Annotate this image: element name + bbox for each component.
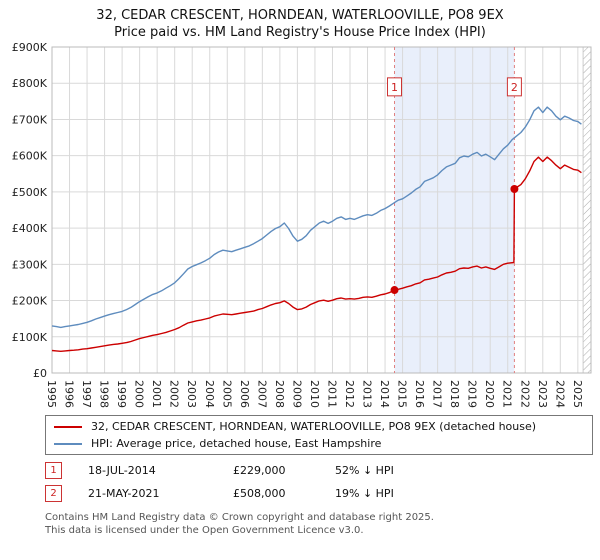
svg-text:£400K: £400K	[12, 222, 48, 235]
svg-text:2018: 2018	[448, 380, 461, 408]
svg-text:2011: 2011	[325, 380, 338, 408]
copyright-footer: Contains HM Land Registry data © Crown c…	[45, 511, 593, 537]
svg-text:2013: 2013	[361, 380, 374, 408]
svg-text:2020: 2020	[483, 380, 496, 408]
svg-text:2024: 2024	[553, 380, 566, 408]
svg-text:2009: 2009	[290, 380, 303, 408]
svg-text:£500K: £500K	[12, 186, 48, 199]
price-paid-line-swatch	[54, 425, 82, 428]
svg-text:2: 2	[511, 81, 518, 94]
svg-text:1: 1	[391, 81, 398, 94]
svg-text:2014: 2014	[378, 380, 391, 408]
svg-text:£300K: £300K	[12, 258, 48, 271]
svg-text:2002: 2002	[168, 380, 181, 408]
svg-text:£600K: £600K	[12, 150, 48, 163]
sale-2-price: £508,000	[233, 487, 286, 500]
svg-text:2005: 2005	[220, 380, 233, 408]
footer-line-1: Contains HM Land Registry data © Crown c…	[45, 512, 434, 523]
sale-1-price: £229,000	[233, 464, 286, 477]
svg-text:2021: 2021	[501, 380, 514, 408]
sale-annotation-1: 1 18-JUL-2014 £229,000 52% ↓ HPI	[45, 462, 593, 479]
svg-text:2007: 2007	[255, 380, 268, 408]
legend-label-price-paid: 32, CEDAR CRESCENT, HORNDEAN, WATERLOOVI…	[91, 420, 537, 433]
footer-line-2: This data is licensed under the Open Gov…	[45, 525, 364, 536]
legend-label-hpi: HPI: Average price, detached house, East…	[91, 437, 382, 450]
svg-text:£0: £0	[33, 367, 47, 380]
hpi-line-swatch	[54, 442, 82, 445]
svg-text:1995: 1995	[45, 380, 58, 408]
sale-annotations: 1 18-JUL-2014 £229,000 52% ↓ HPI 2 21-MA…	[45, 462, 593, 502]
svg-text:£900K: £900K	[12, 41, 48, 54]
svg-text:£700K: £700K	[12, 113, 48, 126]
chart-titles: 32, CEDAR CRESCENT, HORNDEAN, WATERLOOVI…	[0, 0, 600, 41]
svg-text:2023: 2023	[536, 380, 549, 408]
svg-text:2003: 2003	[185, 380, 198, 408]
svg-text:1999: 1999	[115, 380, 128, 408]
svg-text:2010: 2010	[308, 380, 321, 408]
sale-annotation-2: 2 21-MAY-2021 £508,000 19% ↓ HPI	[45, 485, 593, 502]
sale-2-marker-badge: 2	[45, 485, 62, 502]
svg-text:2006: 2006	[238, 380, 251, 408]
chart-legend: 32, CEDAR CRESCENT, HORNDEAN, WATERLOOVI…	[45, 415, 593, 455]
svg-text:£200K: £200K	[12, 295, 48, 308]
price-chart: 1 2 £0 £100K £200K £300K £400K £500K £600K £700K £…	[12, 41, 592, 408]
page-subtitle: Price paid vs. HM Land Registry's House …	[114, 25, 486, 40]
sale-2-date: 21-MAY-2021	[88, 487, 160, 500]
sale-1-marker-badge: 1	[45, 462, 62, 479]
svg-text:2025: 2025	[571, 380, 584, 408]
sale-1-vs-hpi: 52% ↓ HPI	[335, 464, 394, 477]
svg-text:2008: 2008	[273, 380, 286, 408]
svg-text:2019: 2019	[466, 380, 479, 408]
sale-1-date: 18-JUL-2014	[88, 464, 156, 477]
svg-text:£100K: £100K	[12, 331, 48, 344]
sale-2-vs-hpi: 19% ↓ HPI	[335, 487, 394, 500]
page-title: 32, CEDAR CRESCENT, HORNDEAN, WATERLOOVI…	[96, 8, 504, 23]
svg-text:2004: 2004	[203, 380, 216, 408]
svg-text:£800K: £800K	[12, 77, 48, 90]
svg-text:2015: 2015	[396, 380, 409, 408]
svg-text:1996: 1996	[63, 380, 76, 408]
svg-text:2012: 2012	[343, 380, 356, 408]
svg-text:2022: 2022	[518, 380, 531, 408]
legend-item-price-paid: 32, CEDAR CRESCENT, HORNDEAN, WATERLOOVI…	[54, 420, 584, 433]
svg-text:1997: 1997	[80, 380, 93, 408]
svg-text:2017: 2017	[431, 380, 444, 408]
legend-item-hpi: HPI: Average price, detached house, East…	[54, 437, 584, 450]
svg-text:1998: 1998	[98, 380, 111, 408]
svg-text:2001: 2001	[150, 380, 163, 408]
svg-text:2000: 2000	[133, 380, 146, 408]
svg-text:2016: 2016	[413, 380, 426, 408]
